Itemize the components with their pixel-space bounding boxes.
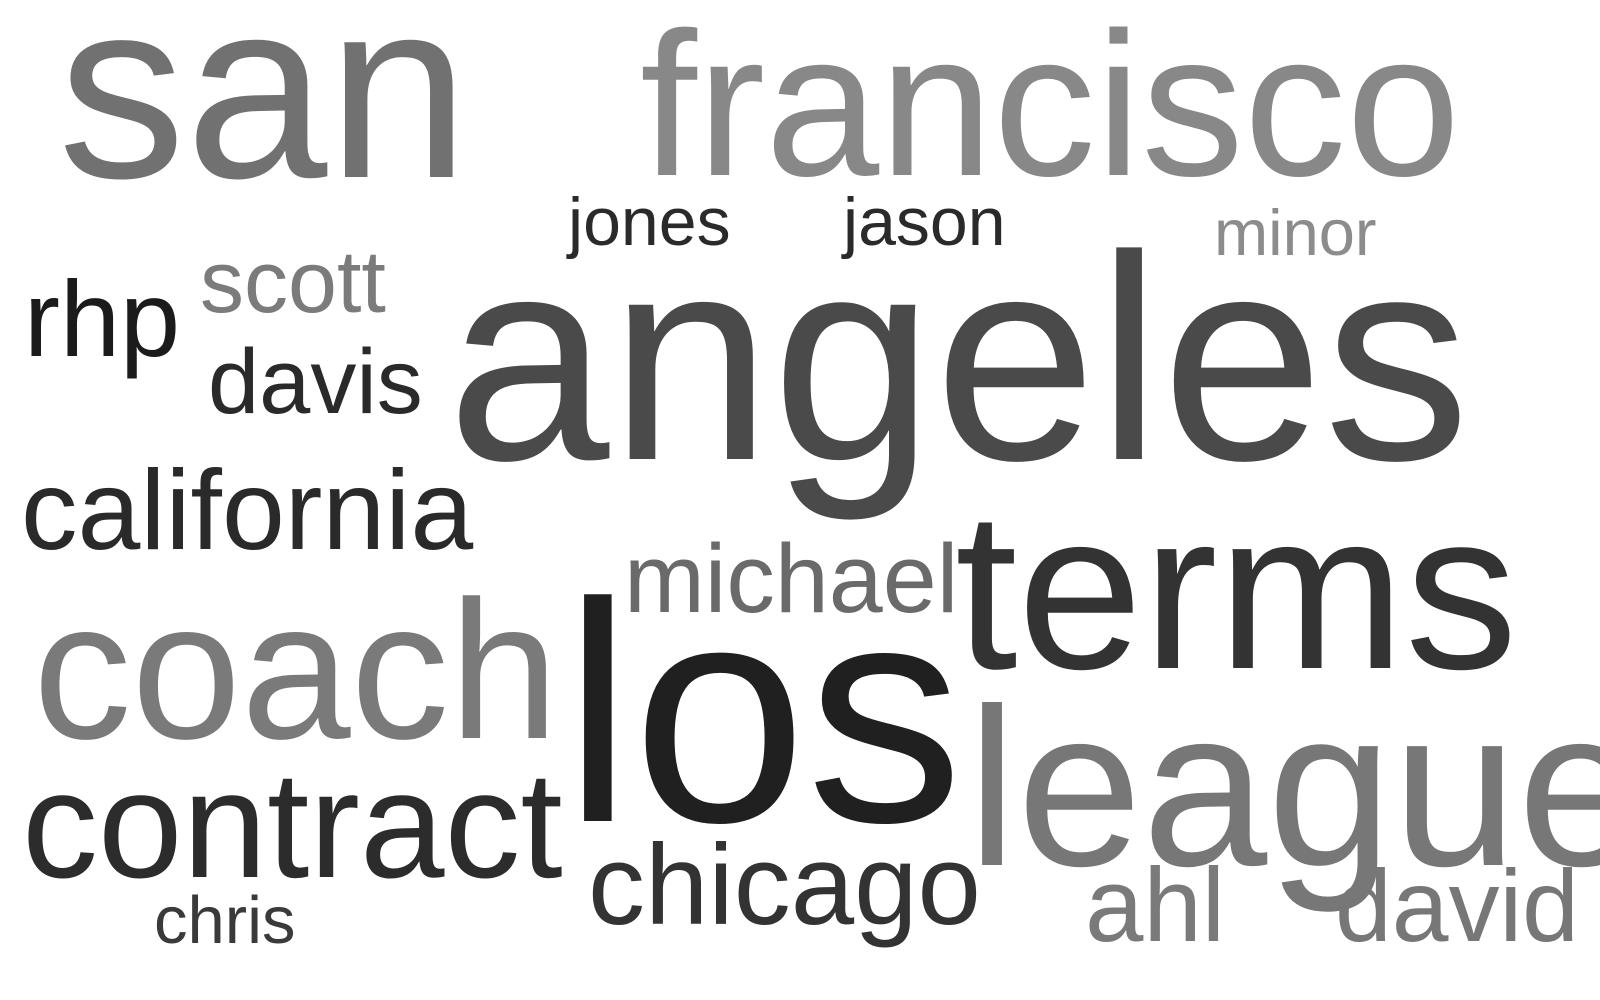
word-francisco: francisco xyxy=(640,0,1461,219)
word-chris: chris xyxy=(154,883,296,958)
word-california: california xyxy=(21,447,474,573)
word-jones: jones xyxy=(568,184,731,260)
word-rhp: rhp xyxy=(24,258,181,379)
word-michael: michael xyxy=(624,524,959,633)
word-san: san xyxy=(58,0,470,232)
word-league: league xyxy=(967,661,1600,913)
word-terms: terms xyxy=(955,464,1518,716)
word-contract: contract xyxy=(22,740,563,910)
word-scott: scott xyxy=(200,232,386,331)
word-ahl: ahl xyxy=(1085,847,1226,964)
word-chicago: chicago xyxy=(588,822,981,949)
word-david: david xyxy=(1335,849,1579,963)
word-jason: jason xyxy=(843,184,1006,260)
word-coach: coach xyxy=(33,560,559,780)
word-angeles: angeles xyxy=(447,195,1470,521)
word-davis: davis xyxy=(208,331,423,433)
word-los: los xyxy=(563,539,964,888)
word-minor: minor xyxy=(1214,196,1377,269)
